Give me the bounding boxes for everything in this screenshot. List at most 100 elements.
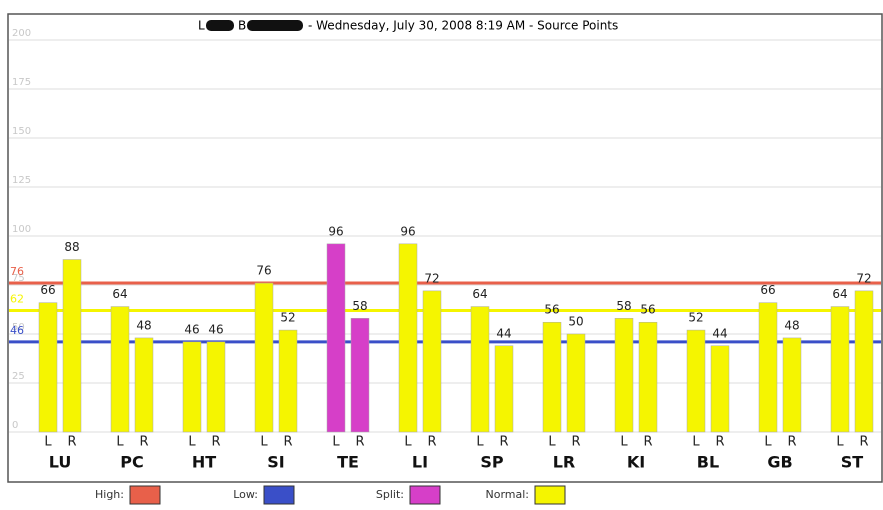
value-label: 64: [112, 287, 127, 301]
y-tick-label: 200: [12, 28, 31, 39]
value-label: 46: [208, 322, 223, 336]
side-label: L: [404, 435, 412, 450]
bar: [254, 282, 274, 433]
legend-swatch: [129, 485, 161, 505]
bar: [398, 243, 418, 433]
reference-label: 62: [10, 292, 24, 305]
value-label: 52: [688, 311, 703, 325]
bar: [350, 318, 370, 433]
x-tick-label: BL: [697, 453, 719, 472]
bar: [422, 290, 442, 433]
y-tick-label: 100: [12, 224, 31, 235]
y-tick-label: 25: [12, 371, 25, 382]
value-label: 48: [136, 318, 151, 332]
side-label: L: [188, 435, 196, 450]
bar: [470, 306, 490, 433]
legend-label: Normal:: [485, 488, 529, 501]
side-label: R: [355, 435, 364, 450]
x-tick-label: PC: [120, 453, 143, 472]
y-tick-label: 75: [12, 273, 25, 284]
name-initial: B: [238, 19, 246, 33]
side-label: R: [67, 435, 76, 450]
bar: [566, 333, 586, 433]
x-tick-label: KI: [627, 453, 645, 472]
value-label: 46: [184, 322, 199, 336]
y-tick-label: 50: [12, 322, 25, 333]
side-label: L: [116, 435, 124, 450]
value-label: 44: [712, 326, 727, 340]
side-label: L: [476, 435, 484, 450]
side-label: R: [499, 435, 508, 450]
side-label: R: [715, 435, 724, 450]
bar: [494, 345, 514, 433]
x-tick-label: GB: [767, 453, 792, 472]
value-label: 64: [832, 287, 847, 301]
value-label: 64: [472, 287, 487, 301]
value-label: 52: [280, 311, 295, 325]
bar: [686, 329, 706, 433]
value-label: 50: [568, 315, 583, 329]
chart-frame: [7, 13, 883, 483]
side-label: R: [427, 435, 436, 450]
bar: [614, 318, 634, 433]
value-label: 44: [496, 326, 511, 340]
bar: [62, 259, 82, 433]
bar: [206, 341, 226, 433]
side-label: R: [139, 435, 148, 450]
value-label: 66: [760, 283, 775, 297]
y-tick-label: 0: [12, 420, 18, 431]
legend-label: Low:: [233, 488, 258, 501]
value-label: 66: [40, 283, 55, 297]
bar: [854, 290, 874, 433]
bar: [638, 321, 658, 433]
value-label: 76: [256, 264, 271, 278]
x-tick-label: SP: [480, 453, 504, 472]
value-label: 96: [400, 224, 415, 238]
bar: [710, 345, 730, 433]
redaction: [206, 20, 234, 31]
legend-swatch: [263, 485, 295, 505]
value-label: 56: [544, 303, 559, 317]
bar: [182, 341, 202, 433]
value-label: 56: [640, 303, 655, 317]
side-label: L: [620, 435, 628, 450]
value-label: 48: [784, 318, 799, 332]
x-tick-label: SI: [267, 453, 284, 472]
legend-swatch: [409, 485, 441, 505]
side-label: R: [859, 435, 868, 450]
name-initial: L: [198, 19, 205, 33]
x-tick-label: TE: [337, 453, 359, 472]
bar: [326, 243, 346, 433]
side-label: L: [692, 435, 700, 450]
legend-label: High:: [95, 488, 124, 501]
value-label: 88: [64, 240, 79, 254]
bar: [110, 306, 130, 433]
bar: [38, 302, 58, 433]
side-label: L: [332, 435, 340, 450]
bar: [782, 337, 802, 433]
side-label: R: [643, 435, 652, 450]
chart-title: - Wednesday, July 30, 2008 8:19 AM - Sou…: [308, 19, 618, 33]
side-label: L: [836, 435, 844, 450]
side-label: L: [548, 435, 556, 450]
reference-label: 46: [10, 324, 24, 337]
bar: [278, 329, 298, 433]
value-label: 72: [424, 271, 439, 285]
y-tick-label: 125: [12, 175, 31, 186]
legend-label: Split:: [376, 488, 404, 501]
value-label: 58: [352, 299, 367, 313]
bar: [134, 337, 154, 433]
x-tick-label: LU: [49, 453, 72, 472]
redaction: [247, 20, 303, 31]
x-tick-label: HT: [192, 453, 216, 472]
value-label: 72: [856, 271, 871, 285]
reference-label: 76: [10, 265, 24, 278]
bar: [758, 302, 778, 433]
bar: [830, 306, 850, 433]
side-label: R: [283, 435, 292, 450]
y-tick-label: 150: [12, 126, 31, 137]
bar: [542, 321, 562, 433]
value-label: 58: [616, 299, 631, 313]
